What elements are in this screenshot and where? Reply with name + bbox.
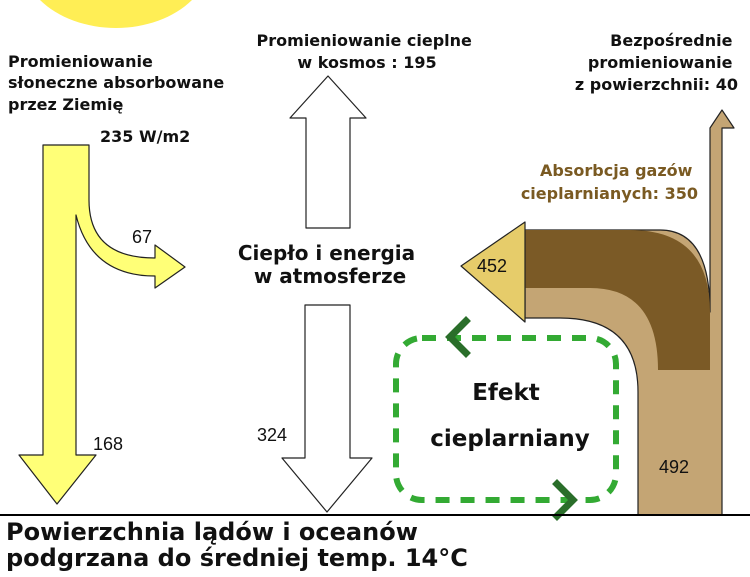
solar-arrow: [18, 144, 186, 505]
back-radiation-arrow: [281, 304, 373, 513]
value-67: 67: [132, 227, 152, 247]
chevron-right-icon: [552, 479, 578, 521]
back-to-atmosphere-arrow: [460, 221, 526, 323]
direct-surface-label: Bezpośrednie promieniowanie z powierzchn…: [575, 31, 738, 94]
thermal-space-label: Promieniowanie cieplne w kosmos : 195: [257, 31, 478, 72]
surface-emission-band: [524, 109, 735, 516]
gas-absorption-band: [525, 230, 710, 370]
thermal-up-arrow: [289, 75, 367, 229]
surface-caption: Powierzchnia lądów i oceanów podgrzana d…: [6, 518, 468, 572]
gas-absorption-label: Absorbcja gazów cieplarnianych: 350: [521, 161, 698, 203]
value-492: 492: [659, 457, 689, 477]
solar-absorbed-label: Promieniowanie słoneczne absorbowane prz…: [8, 52, 230, 114]
atmosphere-heat-label: Ciepło i energia w atmosferze: [238, 241, 422, 288]
sun-shape: [40, 0, 192, 29]
greenhouse-effect-label: Efekt cieplarniany: [430, 380, 589, 452]
value-452: 452: [477, 256, 507, 276]
value-324: 324: [257, 425, 287, 445]
greenhouse-loop: [393, 335, 619, 503]
solar-value-label: 235 W/m2: [100, 127, 190, 146]
value-168: 168: [93, 434, 123, 454]
chevron-left-icon: [445, 316, 471, 358]
